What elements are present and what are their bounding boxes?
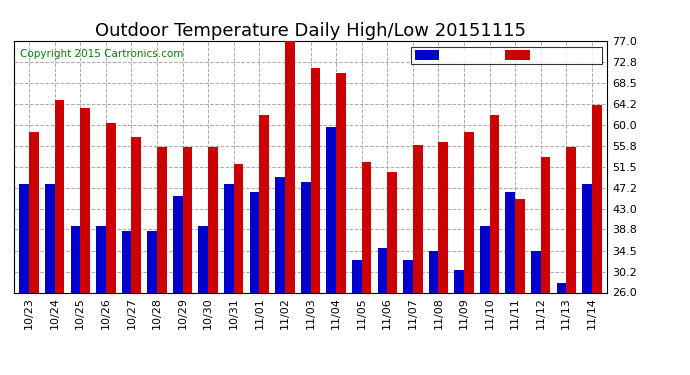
Bar [45, 184, 55, 292]
Title: Outdoor Temperature Daily High/Low 20151115: Outdoor Temperature Daily High/Low 20151… [95, 22, 526, 40]
Bar [557, 283, 566, 292]
Bar [454, 270, 464, 292]
Bar [592, 105, 602, 292]
Bar [183, 147, 193, 292]
Bar [464, 132, 473, 292]
Bar [275, 177, 285, 292]
Bar [515, 199, 525, 292]
Bar [489, 115, 500, 292]
Bar [310, 68, 320, 292]
Legend: Low  (°F), High  (°F): Low (°F), High (°F) [411, 47, 602, 64]
Bar [377, 248, 387, 292]
Bar [80, 108, 90, 292]
Bar [480, 226, 489, 292]
Bar [157, 147, 167, 292]
Bar [352, 261, 362, 292]
Bar [362, 162, 371, 292]
Bar [132, 137, 141, 292]
Bar [301, 182, 310, 292]
Bar [147, 231, 157, 292]
Bar [96, 226, 106, 292]
Bar [208, 147, 218, 292]
Bar [259, 115, 269, 292]
Text: Copyright 2015 Cartronics.com: Copyright 2015 Cartronics.com [20, 49, 183, 59]
Bar [428, 251, 438, 292]
Bar [566, 147, 576, 292]
Bar [121, 231, 132, 292]
Bar [224, 184, 234, 292]
Bar [505, 192, 515, 292]
Bar [199, 226, 208, 292]
Bar [541, 157, 551, 292]
Bar [326, 128, 336, 292]
Bar [531, 251, 541, 292]
Bar [285, 41, 295, 292]
Bar [19, 184, 29, 292]
Bar [29, 132, 39, 292]
Bar [413, 145, 422, 292]
Bar [250, 192, 259, 292]
Bar [336, 73, 346, 292]
Bar [582, 184, 592, 292]
Bar [173, 196, 183, 292]
Bar [403, 261, 413, 292]
Bar [55, 100, 64, 292]
Bar [438, 142, 448, 292]
Bar [70, 226, 80, 292]
Bar [106, 123, 116, 292]
Bar [387, 172, 397, 292]
Bar [234, 164, 244, 292]
